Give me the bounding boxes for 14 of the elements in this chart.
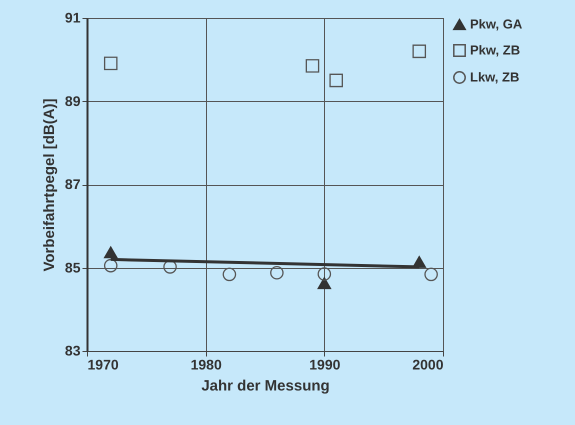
x-tick-label: 2000 — [412, 356, 444, 372]
y-tick-label: 87 — [64, 176, 81, 192]
legend-label: Lkw, ZB — [470, 70, 520, 84]
y-tick-label: 89 — [64, 92, 81, 109]
x-axis-title: Jahr der Messung — [201, 378, 330, 394]
legend-label: Pkw, GA — [470, 16, 523, 32]
y-tick-label: 91 — [64, 10, 81, 26]
x-tick-label: 1980 — [190, 356, 222, 372]
legend-label: Pkw, ZB — [470, 42, 520, 58]
y-axis-title: Vorbeifahrtpegel [dB(A)] — [40, 98, 58, 272]
x-tick-label: 1990 — [309, 356, 341, 372]
y-tick-label: 85 — [64, 259, 81, 276]
x-tick-label: 1970 — [88, 356, 119, 372]
y-tick-label: 83 — [64, 342, 81, 358]
